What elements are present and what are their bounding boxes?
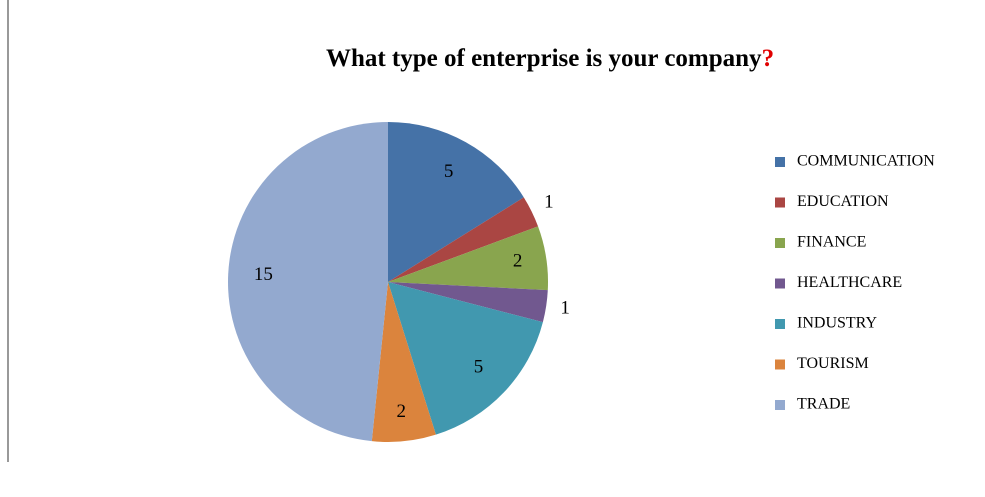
legend-label: TRADE [797, 396, 850, 413]
data-label: 2 [513, 250, 523, 271]
legend-swatch [775, 157, 785, 167]
data-label: 5 [444, 161, 454, 182]
legend-swatch [775, 319, 785, 329]
data-label: 15 [254, 264, 273, 285]
pie-slice [388, 282, 543, 435]
pie-slice [388, 226, 548, 291]
legend-swatch [775, 278, 785, 289]
legend-label: EDUCATION [797, 193, 889, 210]
chart-title: What type of enterprise is your company? [326, 45, 774, 72]
legend-swatch [775, 400, 785, 410]
data-label: 5 [474, 356, 484, 377]
legend-swatch [775, 197, 785, 208]
data-label: 1 [544, 191, 554, 212]
legend-label: HEALTHCARE [797, 274, 902, 291]
legend-label: INDUSTRY [797, 315, 877, 332]
legend-swatch [775, 238, 785, 248]
legend-label: TOURISM [797, 355, 869, 372]
pie-slice [388, 197, 539, 282]
legend-label: FINANCE [797, 234, 866, 251]
pie-slice [388, 282, 548, 323]
data-label: 1 [560, 297, 570, 318]
legend-swatch [775, 359, 785, 370]
pie-slice [371, 282, 436, 442]
pie-slice [388, 122, 524, 282]
legend-label: COMMUNICATION [797, 153, 935, 170]
pie-slice [228, 122, 388, 442]
data-label: 2 [397, 401, 407, 422]
